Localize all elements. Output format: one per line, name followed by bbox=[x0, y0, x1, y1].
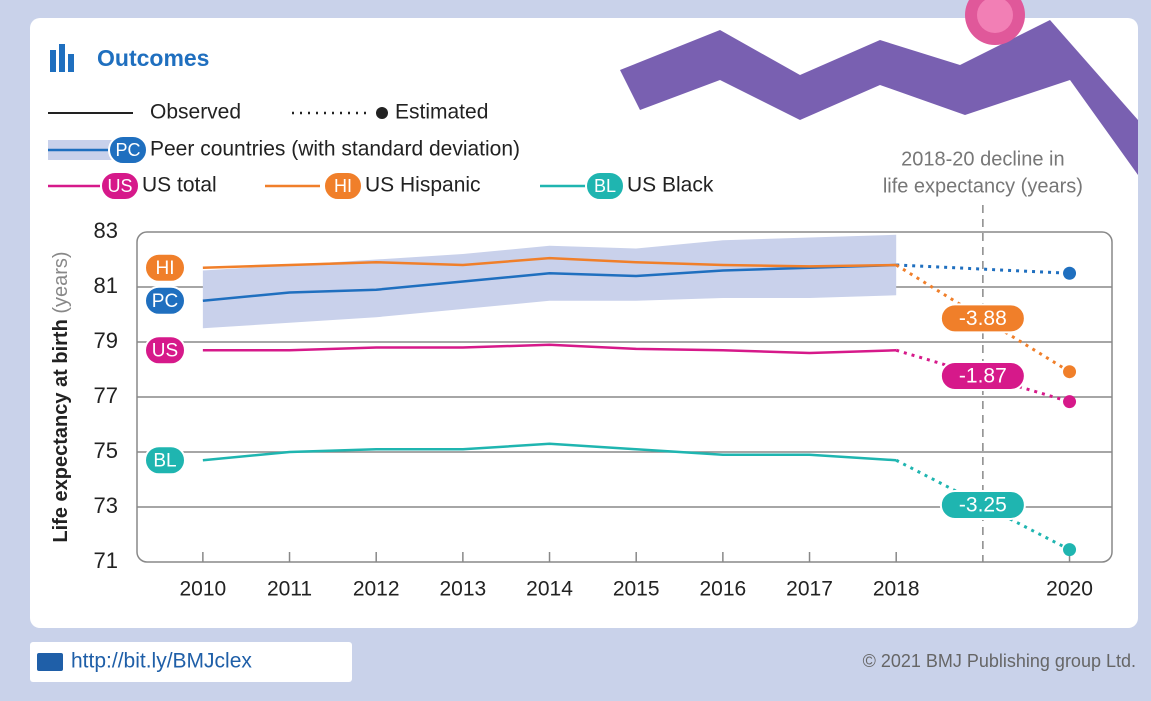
x-tick-label: 2020 bbox=[1046, 578, 1093, 601]
card bbox=[30, 18, 1138, 628]
estimated-point bbox=[1063, 365, 1077, 379]
legend-label: US Hispanic bbox=[365, 174, 481, 197]
x-tick-label: 2010 bbox=[180, 578, 227, 601]
x-tick-label: 2011 bbox=[267, 578, 312, 601]
annotation: 2018-20 decline in bbox=[901, 148, 1064, 170]
legend-label: US Black bbox=[627, 174, 714, 197]
title: Outcomes bbox=[97, 45, 209, 71]
decline-label: -3.88 bbox=[959, 307, 1007, 330]
estimated-point bbox=[1063, 266, 1077, 280]
decline-label-bg bbox=[939, 360, 1026, 391]
series-badge: US bbox=[152, 340, 178, 361]
legend-badge-bg bbox=[585, 171, 625, 201]
series-badge-bg bbox=[144, 445, 186, 476]
x-tick-label: 2017 bbox=[786, 578, 833, 601]
decline-label: -1.87 bbox=[959, 365, 1007, 388]
legend-observed: Observed bbox=[150, 101, 241, 124]
series-badge-bg bbox=[144, 335, 186, 366]
y-axis-label-main: Life expectancy at birth bbox=[50, 319, 72, 542]
y-tick-label: 83 bbox=[94, 218, 118, 243]
legend-badge: PC bbox=[115, 140, 140, 160]
legend-label: Peer countries (with standard deviation) bbox=[150, 138, 520, 161]
decline-label-bg bbox=[939, 303, 1026, 334]
legend-badge-bg bbox=[108, 135, 148, 165]
legend-badge-bg bbox=[100, 171, 140, 201]
observed-line bbox=[202, 256, 897, 269]
series-badge: HI bbox=[156, 258, 175, 279]
series-badge-bg bbox=[144, 285, 186, 316]
observed-line bbox=[202, 263, 897, 302]
y-tick-label: 81 bbox=[94, 273, 118, 298]
legend-badge: HI bbox=[334, 176, 352, 196]
estimated-point bbox=[1063, 395, 1077, 409]
y-tick-label: 75 bbox=[94, 438, 118, 463]
decoration-zigzag bbox=[620, 20, 1138, 175]
y-tick-label: 71 bbox=[94, 548, 118, 573]
series-badge: BL bbox=[153, 450, 176, 471]
legend-badge: BL bbox=[594, 176, 616, 196]
x-tick-label: 2015 bbox=[613, 578, 660, 601]
x-tick-label: 2014 bbox=[526, 578, 573, 601]
decline-label: -3.25 bbox=[959, 493, 1007, 516]
legend-label: US total bbox=[142, 174, 217, 197]
footer-link[interactable]: http://bit.ly/BMJclex bbox=[71, 650, 252, 673]
y-axis-label-unit: (years) bbox=[50, 251, 72, 313]
observed-line bbox=[202, 343, 897, 355]
estimated-line bbox=[895, 263, 1071, 373]
observed-line bbox=[202, 442, 897, 462]
legend-estimated: Estimated bbox=[395, 101, 488, 124]
series-badge-bg bbox=[144, 252, 186, 283]
estimated-line bbox=[896, 263, 1070, 275]
y-tick-label: 73 bbox=[94, 493, 118, 518]
y-tick-label: 77 bbox=[94, 383, 118, 408]
annotation: life expectancy (years) bbox=[883, 175, 1083, 197]
estimated-point bbox=[1063, 543, 1077, 557]
legend-badge: US bbox=[107, 176, 132, 196]
y-axis-label: Life expectancy at birth (years) bbox=[50, 251, 72, 542]
decoration-virus-core bbox=[977, 0, 1013, 33]
title-icon bbox=[50, 44, 74, 72]
x-tick-label: 2016 bbox=[700, 578, 747, 601]
legend-badge-bg bbox=[323, 171, 363, 201]
link-box bbox=[30, 642, 352, 682]
y-tick-label: 79 bbox=[94, 328, 118, 353]
x-tick-label: 2013 bbox=[440, 578, 487, 601]
bmj-logo bbox=[37, 653, 63, 671]
sd-band bbox=[202, 234, 897, 329]
decline-label-bg bbox=[939, 489, 1026, 520]
legend-estimated-dot bbox=[376, 107, 388, 119]
copyright: © 2021 BMJ Publishing group Ltd. bbox=[863, 651, 1136, 671]
x-tick-label: 2012 bbox=[353, 578, 400, 601]
x-tick-label: 2018 bbox=[873, 578, 920, 601]
series-badge: PC bbox=[152, 291, 178, 312]
